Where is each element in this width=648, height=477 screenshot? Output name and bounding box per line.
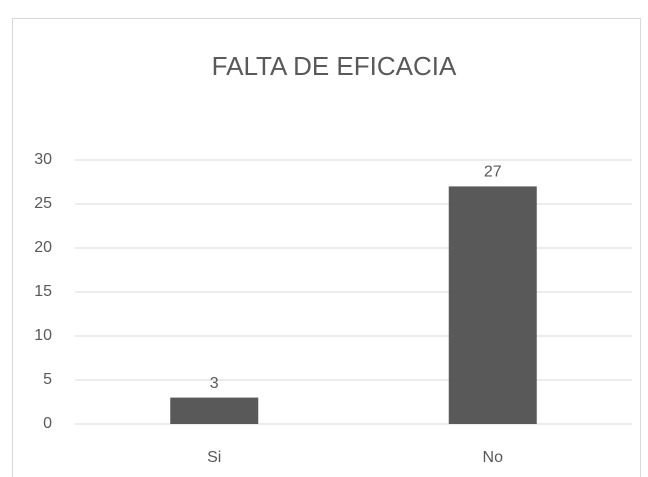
y-tick-label: 20 (34, 239, 52, 256)
y-tick-label: 10 (34, 327, 52, 344)
bar (448, 186, 537, 424)
x-tick-label: Si (207, 449, 221, 466)
data-label: 3 (210, 375, 219, 392)
y-tick-label: 25 (34, 195, 52, 212)
bar (170, 397, 259, 424)
data-label: 27 (484, 164, 502, 181)
y-tick-label: 30 (34, 151, 52, 168)
y-tick-label: 0 (43, 415, 52, 432)
chart-title: FALTA DE EFICACIA (212, 51, 457, 81)
y-tick-label: 15 (34, 283, 52, 300)
y-tick-label: 5 (43, 371, 52, 388)
x-tick-label: No (483, 449, 504, 466)
